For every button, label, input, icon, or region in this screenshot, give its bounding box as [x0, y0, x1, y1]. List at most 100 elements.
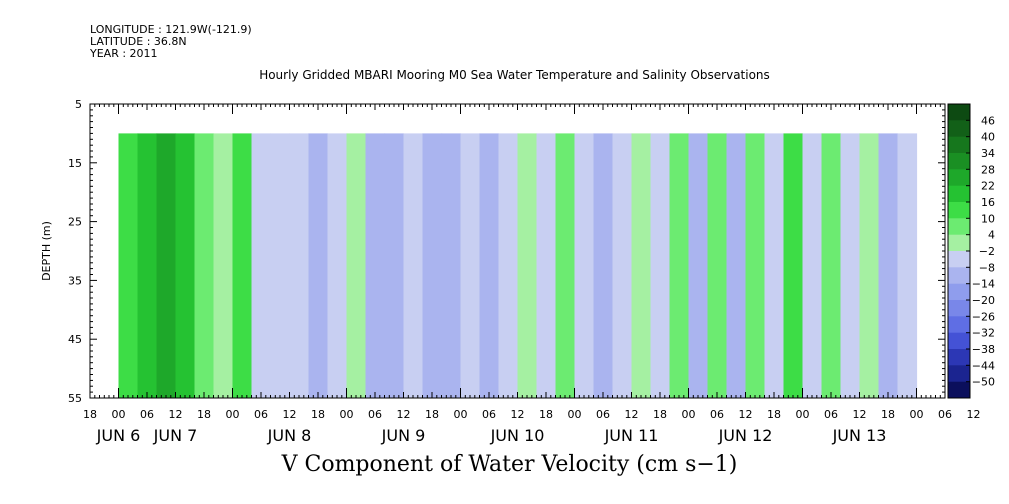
heatmap-band — [213, 133, 234, 398]
x-axis-label: V Component of Water Velocity (cm s−1) — [281, 452, 738, 477]
colorbar-swatch — [948, 234, 970, 252]
x-hour-tick-label: 18 — [767, 408, 781, 421]
heatmap-band — [707, 133, 728, 398]
colorbar-swatch — [948, 349, 970, 366]
colorbar-label: −32 — [972, 327, 995, 340]
colorbar-swatch — [948, 185, 970, 203]
heatmap-band — [460, 133, 481, 398]
x-hour-tick-label: 18 — [881, 408, 895, 421]
colorbar-label: 34 — [981, 147, 995, 160]
x-hour-tick-label: 00 — [910, 408, 924, 421]
y-tick-label: 5 — [75, 98, 82, 111]
axis-ticks: 18 00 06 12 18 00 06 12 18 00 06 12 18 00 06 12 18 00 06 12… — [68, 98, 981, 445]
colorbar-swatch — [948, 153, 970, 170]
x-hour-tick-label: 18 — [311, 408, 325, 421]
latitude-text: LATITUDE : 36.8N — [90, 35, 187, 48]
colorbar-swatch — [948, 300, 970, 317]
longitude-text: LONGITUDE : 121.9W(-121.9) — [90, 23, 252, 36]
x-hour-tick-label: 12 — [397, 408, 411, 421]
x-hour-tick-label: 18 — [83, 408, 97, 421]
heatmap-band — [194, 133, 215, 398]
y-axis-label: DEPTH (m) — [40, 221, 53, 281]
x-day-label: JUN 12 — [718, 426, 773, 445]
x-hour-tick-label: 06 — [140, 408, 154, 421]
x-hour-tick-label: 00 — [112, 408, 126, 421]
x-hour-tick-label: 12 — [853, 408, 867, 421]
heatmap-band — [764, 133, 785, 398]
x-hour-tick-label: 12 — [511, 408, 525, 421]
heatmap-band — [555, 133, 576, 398]
heatmap-band — [783, 133, 804, 398]
colorbar-label: −2 — [979, 245, 995, 258]
heatmap-band — [308, 133, 329, 398]
heatmap-band — [346, 133, 367, 398]
heatmap-band — [688, 133, 709, 398]
heatmap-band — [156, 133, 177, 398]
chart-title: Hourly Gridded MBARI Mooring M0 Sea Wate… — [259, 68, 770, 82]
heatmap-band — [840, 133, 861, 398]
heatmap-band — [137, 133, 158, 398]
heatmap-band — [498, 133, 519, 398]
heatmap-band — [327, 133, 348, 398]
colorbar-label: −44 — [972, 359, 995, 372]
x-day-label: JUN 9 — [381, 426, 426, 445]
heatmap-band — [631, 133, 652, 398]
heatmap-band — [726, 133, 747, 398]
x-day-label: JUN 13 — [832, 426, 887, 445]
heatmap-band — [517, 133, 538, 398]
x-hour-tick-label: 12 — [967, 408, 981, 421]
colorbar-label: −20 — [972, 294, 995, 307]
colorbar-swatch — [948, 218, 970, 236]
x-hour-tick-label: 18 — [653, 408, 667, 421]
colorbar-label: −38 — [972, 343, 995, 356]
colorbar-label: −8 — [979, 261, 995, 274]
heatmap-band — [118, 133, 139, 398]
colorbar-swatch — [948, 365, 970, 383]
y-tick-label: 35 — [68, 274, 82, 287]
heatmap-band — [422, 133, 443, 398]
y-tick-label: 55 — [68, 392, 82, 405]
colorbar-label: −14 — [972, 278, 995, 291]
heatmap-band — [289, 133, 310, 398]
colorbar: 46 40 34 28 22 16 10 4 −2 −8 −14 −20 −26 −32 −38 −44 −50 — [947, 103, 995, 399]
colorbar-label: 28 — [981, 163, 995, 176]
colorbar-swatch — [948, 316, 970, 334]
heatmap-band — [821, 133, 842, 398]
x-hour-tick-label: 12 — [169, 408, 183, 421]
heatmap-band — [365, 133, 386, 398]
colorbar-label: 40 — [981, 131, 995, 144]
heatmap-band — [745, 133, 766, 398]
x-hour-tick-label: 00 — [796, 408, 810, 421]
heatmap-band — [897, 133, 918, 398]
x-hour-tick-label: 06 — [710, 408, 724, 421]
x-hour-tick-label: 00 — [226, 408, 240, 421]
heatmap-band — [574, 133, 595, 398]
x-hour-tick-label: 06 — [596, 408, 610, 421]
colorbar-label: 46 — [981, 114, 995, 127]
colorbar-swatch — [948, 104, 970, 121]
heatmap-band — [669, 133, 690, 398]
x-day-label: JUN 6 — [96, 426, 141, 445]
heatmap-band — [232, 133, 253, 398]
heatmap-band — [441, 133, 462, 398]
colorbar-label: 22 — [981, 180, 995, 193]
colorbar-label: −26 — [972, 310, 995, 323]
x-hour-tick-label: 18 — [425, 408, 439, 421]
x-hour-tick-label: 18 — [539, 408, 553, 421]
x-hour-tick-label: 06 — [824, 408, 838, 421]
colorbar-swatch — [948, 283, 970, 301]
heatmap-band — [479, 133, 500, 398]
x-hour-tick-label: 12 — [625, 408, 639, 421]
x-hour-tick-label: 00 — [568, 408, 582, 421]
heatmap-band — [270, 133, 291, 398]
y-tick-label: 25 — [68, 216, 82, 229]
colorbar-swatch — [948, 381, 970, 399]
heatmap-band — [802, 133, 823, 398]
y-tick-label: 15 — [68, 157, 82, 170]
x-day-label: JUN 10 — [490, 426, 545, 445]
colorbar-swatch — [948, 267, 970, 285]
colorbar-swatch — [948, 251, 970, 268]
x-hour-tick-label: 12 — [739, 408, 753, 421]
heatmap-band — [612, 133, 633, 398]
